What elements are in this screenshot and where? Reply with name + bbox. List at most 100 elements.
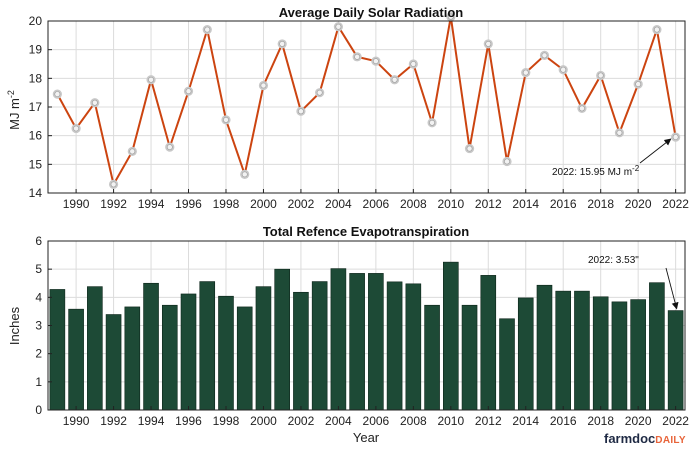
bar: [424, 304, 440, 411]
y-tick-label: 20: [29, 14, 43, 28]
data-point: [616, 129, 623, 136]
x-tick-label: 1992: [100, 197, 127, 211]
data-point: [298, 108, 304, 115]
solar-annotation-text: 2022: 15.95 MJ m-2: [552, 164, 640, 178]
data-point: [541, 52, 548, 59]
data-point: [372, 58, 379, 65]
bar: [293, 291, 309, 411]
bar: [461, 304, 478, 411]
bar: [649, 282, 665, 411]
bar: [592, 296, 609, 411]
x-tick-label: 1996: [175, 197, 202, 211]
y-tick-label: 0: [35, 403, 42, 417]
et-x-axis-label: Year: [353, 430, 380, 445]
bar: [199, 281, 216, 411]
y-tick-label: 15: [29, 157, 43, 171]
bar: [349, 273, 365, 411]
bar: [330, 268, 347, 411]
data-point: [185, 88, 192, 95]
solar-y-axis-label: MJ m-2: [6, 90, 22, 130]
bar: [405, 283, 422, 411]
data-point: [466, 145, 473, 152]
data-point: [672, 134, 679, 140]
x-tick-label: 2008: [400, 197, 427, 211]
bar: [667, 310, 684, 411]
x-tick-label: 2006: [363, 414, 390, 428]
x-tick-label: 1998: [213, 197, 240, 211]
data-point: [129, 148, 136, 155]
bar: [49, 289, 66, 411]
logo-text: farmdocDAILY: [604, 431, 686, 446]
evapotranspiration-chart: 0 1 2 3 4 5 6 1990 1992 1994 1996 1998 2000 2002 2004 2…: [7, 224, 689, 445]
solar-ticks: 14 15 16 17 18 19 20 1990 1992 1994 1996 1998 2000 20…: [29, 14, 690, 211]
et-annotation-text: 2022: 3.53": [588, 255, 639, 266]
x-tick-label: 1994: [138, 197, 165, 211]
bar: [443, 261, 459, 411]
solar-annotation-arrow: [639, 138, 672, 164]
x-tick-label: 1994: [138, 414, 165, 428]
x-tick-label: 2002: [288, 197, 315, 211]
x-tick-label: 2012: [475, 197, 502, 211]
x-tick-label: 2010: [437, 197, 464, 211]
data-point: [110, 181, 117, 188]
x-tick-label: 1990: [63, 197, 90, 211]
et-ticks: 0 1 2 3 4 5 6 1990 1992 1994 1996 1998 2000 2002 2004 2…: [35, 234, 689, 428]
data-point: [241, 171, 248, 178]
x-tick-label: 2004: [325, 414, 352, 428]
data-point: [522, 69, 529, 76]
x-tick-label: 2018: [587, 414, 614, 428]
y-tick-label: 6: [35, 234, 42, 248]
x-tick-label: 2014: [512, 414, 539, 428]
data-point: [560, 66, 567, 73]
x-tick-label: 1990: [63, 414, 90, 428]
bar: [124, 306, 141, 411]
data-point: [335, 23, 342, 30]
data-point: [223, 117, 229, 123]
x-tick-label: 2008: [400, 414, 427, 428]
bar: [611, 301, 628, 411]
data-point: [316, 89, 323, 96]
data-point: [354, 53, 361, 60]
y-tick-label: 16: [29, 129, 43, 143]
bar: [87, 286, 103, 411]
x-tick-label: 1996: [175, 414, 202, 428]
bar: [499, 318, 515, 411]
solar-chart-title: Average Daily Solar Radiation: [279, 5, 464, 20]
data-point: [54, 91, 61, 97]
data-point: [391, 76, 398, 83]
bar: [386, 281, 403, 411]
x-tick-label: 2012: [475, 414, 502, 428]
y-tick-label: 19: [29, 43, 43, 57]
x-tick-label: 1998: [213, 414, 240, 428]
y-tick-label: 4: [35, 290, 42, 304]
solar-radiation-chart: 14 15 16 17 18 19 20 1990 1992 1994 1996 1998 2000 20…: [6, 5, 689, 211]
farmdoc-daily-logo: farmdocDAILY: [604, 431, 686, 446]
x-tick-label: 2000: [250, 414, 277, 428]
x-tick-label: 2018: [587, 197, 614, 211]
x-tick-label: 2022: [662, 197, 689, 211]
x-tick-label: 2016: [550, 197, 577, 211]
x-tick-label: 2022: [662, 414, 689, 428]
et-annotation-arrow: [665, 267, 679, 310]
y-tick-label: 2: [35, 347, 42, 361]
data-point: [653, 26, 660, 33]
y-tick-label: 1: [35, 375, 42, 389]
bar: [255, 286, 272, 411]
x-tick-label: 2014: [512, 197, 539, 211]
data-point: [410, 61, 417, 67]
bar: [536, 284, 553, 411]
y-tick-label: 17: [29, 100, 43, 114]
solar-marks: [52, 12, 681, 189]
bar: [236, 306, 253, 411]
x-tick-label: 2004: [325, 197, 352, 211]
y-tick-label: 3: [35, 319, 42, 333]
series-line: [56, 16, 677, 188]
data-point: [148, 76, 154, 83]
x-tick-label: 2010: [437, 414, 464, 428]
x-tick-label: 2000: [250, 197, 277, 211]
x-tick-label: 1992: [100, 414, 127, 428]
bar: [517, 297, 534, 411]
bar: [311, 281, 328, 411]
